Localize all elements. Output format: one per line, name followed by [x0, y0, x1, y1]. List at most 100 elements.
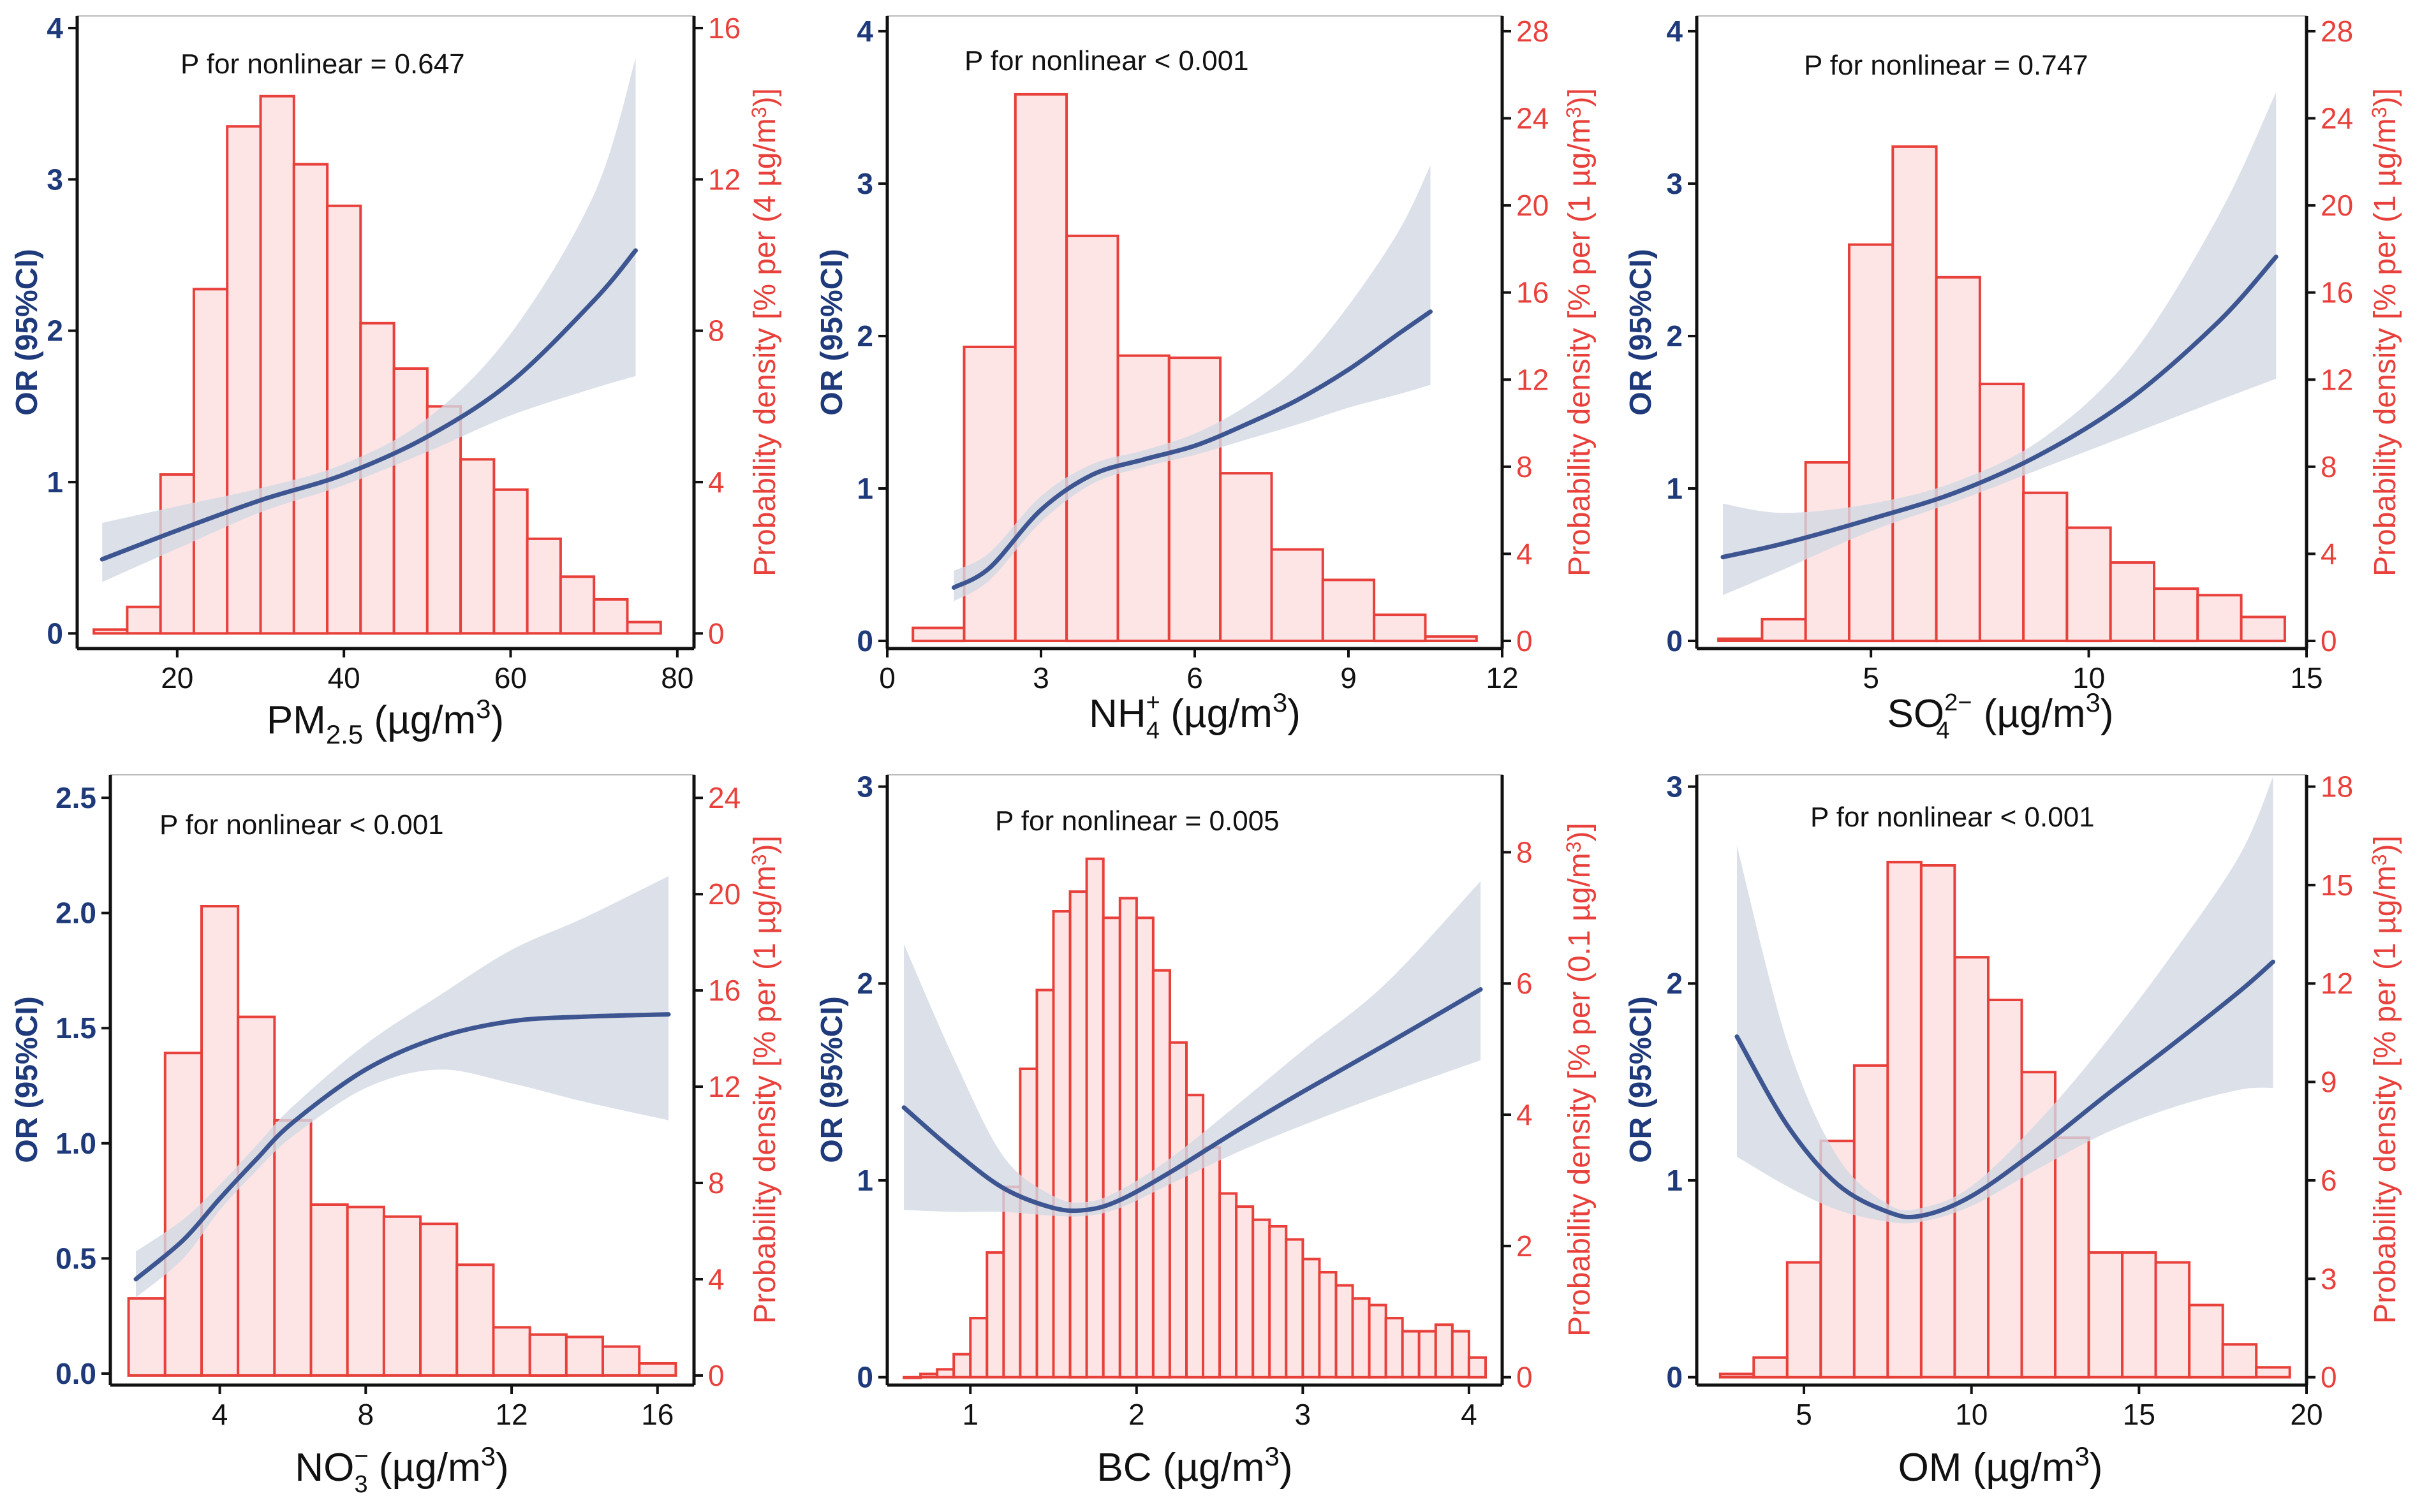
left-ticks: 0 1 2 3 4	[1666, 15, 1697, 657]
x-axis-label: SO2− 4 (µg/m3)	[1887, 687, 2113, 744]
histogram-bar	[2221, 1343, 2258, 1379]
histogram-bar	[259, 94, 295, 635]
histogram-bar	[559, 575, 596, 635]
right-tick-label: 24	[1516, 101, 1549, 135]
histogram-bar	[593, 598, 629, 635]
left-tick-label: 3	[857, 167, 873, 200]
histogram-bar	[1424, 635, 1478, 643]
histogram-bar	[1401, 1330, 1421, 1379]
x-tick-label: 4	[212, 1398, 228, 1431]
x-tick-label: 6	[1186, 661, 1203, 694]
right-tick-label: 4	[1516, 537, 1533, 570]
histogram-bar	[2121, 1251, 2157, 1379]
y-axis-label-right-text: Probability density [% per (1 µg/m	[2368, 865, 2402, 1324]
right-tick-label: 8	[2321, 450, 2337, 483]
right-tick-label: 4	[708, 466, 725, 499]
x-label-close: )	[2090, 1446, 2103, 1490]
nonlinear-annotation: P for nonlinear = 0.005	[995, 805, 1280, 837]
histogram-bar	[2054, 1136, 2090, 1379]
histogram-bar	[1235, 1205, 1255, 1379]
histogram-bar	[1118, 897, 1138, 1379]
left-tick-label: 3	[857, 770, 873, 804]
x-label-close: )	[496, 1446, 509, 1490]
y-axis-label-left: OR (95%CI)	[10, 996, 44, 1163]
histogram-bar	[1935, 275, 1981, 643]
histogram-bar	[1202, 1146, 1222, 1379]
histogram-bar	[1417, 1330, 1437, 1379]
x-ticks: 4 8 12 16	[212, 1385, 674, 1431]
histogram-bars	[903, 857, 1487, 1379]
x-label-unit-sup: 3	[1265, 1441, 1280, 1471]
y-axis-label-right-sup: 3	[2368, 854, 2391, 865]
right-tick-label: 24	[2321, 101, 2353, 135]
y-axis-label-right: Probability density [% per (1 µg/m3)]	[1562, 88, 1597, 576]
x-label-unit-sup: 3	[1273, 687, 1287, 717]
histogram-bar	[1919, 864, 1956, 1379]
left-ticks: 0 1 2 3 4	[47, 11, 77, 650]
right-ticks: 0 3 6 9 12 15 18	[2307, 770, 2353, 1394]
histogram-bar	[1052, 910, 1072, 1379]
histogram-bar	[2188, 1303, 2224, 1379]
y-axis-label-right-text: Probability density [% per (1 µg/m	[1563, 118, 1597, 576]
histogram-bar	[1804, 461, 1850, 642]
right-tick-label: 4	[1516, 1098, 1533, 1131]
x-label-unit-sup: 3	[476, 694, 491, 724]
y-axis-label-right-sup: 3	[2368, 106, 2391, 118]
histogram-bar	[92, 628, 129, 635]
left-tick-label: 0	[47, 617, 63, 650]
histogram-bar	[986, 1251, 1005, 1379]
x-label-main: SO	[1887, 692, 1944, 736]
right-tick-label: 8	[1516, 835, 1533, 869]
right-tick-label: 8	[1516, 450, 1533, 483]
panel-no3: 0.0 0.5 1.0 1.5 2.0 2.5 0 4 8 12 16 20 24 4 8 12 16 P …	[10, 774, 782, 1498]
or-spline	[951, 165, 1433, 601]
histogram-bar	[1852, 1064, 1889, 1379]
histogram-bar	[459, 458, 496, 635]
histogram-bar	[2065, 526, 2112, 643]
x-ticks: 5 10 15	[1863, 649, 2323, 694]
left-ticks: 0 1 2 3 4	[857, 15, 887, 657]
histogram-bar	[1384, 1317, 1404, 1379]
histogram-bar	[1301, 1258, 1321, 1379]
histogram-bar	[1891, 145, 1938, 643]
histogram-bar	[1953, 956, 1990, 1379]
x-tick-label: 20	[161, 661, 193, 694]
or-curve	[901, 987, 1483, 1214]
y-axis-label-right-sup: 3	[748, 854, 771, 865]
y-axis-label-right: Probability density [% per (4 µg/m3)]	[748, 88, 782, 576]
right-tick-label: 8	[708, 1166, 725, 1200]
histogram-bar	[1334, 1284, 1354, 1379]
or-curve	[1720, 254, 2278, 560]
histogram-bar	[492, 1326, 531, 1377]
histogram-bars	[127, 905, 677, 1377]
left-tick-label: 0.5	[55, 1242, 96, 1275]
histogram-bar	[1285, 1238, 1304, 1379]
x-label-sub: 3	[355, 1471, 368, 1498]
x-label-sub: 4	[1146, 717, 1160, 744]
right-tick-label: 16	[708, 11, 741, 45]
x-axis-label: BC (µg/m3)	[1097, 1441, 1292, 1490]
histogram-bar	[1116, 354, 1170, 642]
left-tick-label: 1.5	[55, 1011, 96, 1045]
histogram-bar	[1321, 578, 1376, 643]
y-axis-label-left: OR (95%CI)	[815, 996, 849, 1163]
right-tick-label: 20	[2321, 189, 2353, 222]
x-tick-label: 5	[1796, 1398, 1812, 1431]
histogram-bar	[638, 1362, 677, 1377]
right-tick-label: 16	[708, 974, 741, 1007]
x-label-close: )	[491, 698, 505, 742]
right-tick-label: 6	[2321, 1164, 2337, 1197]
y-axis-label-right-sup: 3	[1562, 841, 1585, 853]
x-label-unit-sup: 3	[481, 1441, 496, 1471]
x-label-sup: −	[354, 1443, 368, 1470]
left-tick-label: 1	[1666, 472, 1683, 505]
histogram-bar	[1978, 383, 2025, 642]
right-tick-label: 20	[1516, 189, 1549, 222]
nonlinear-annotation: P for nonlinear = 0.747	[1804, 50, 2088, 81]
histogram-bar	[1718, 1372, 1755, 1379]
histogram-bar	[159, 473, 195, 635]
left-tick-label: 3	[1666, 770, 1683, 804]
x-ticks: 1 2 3 4	[962, 1385, 1477, 1431]
